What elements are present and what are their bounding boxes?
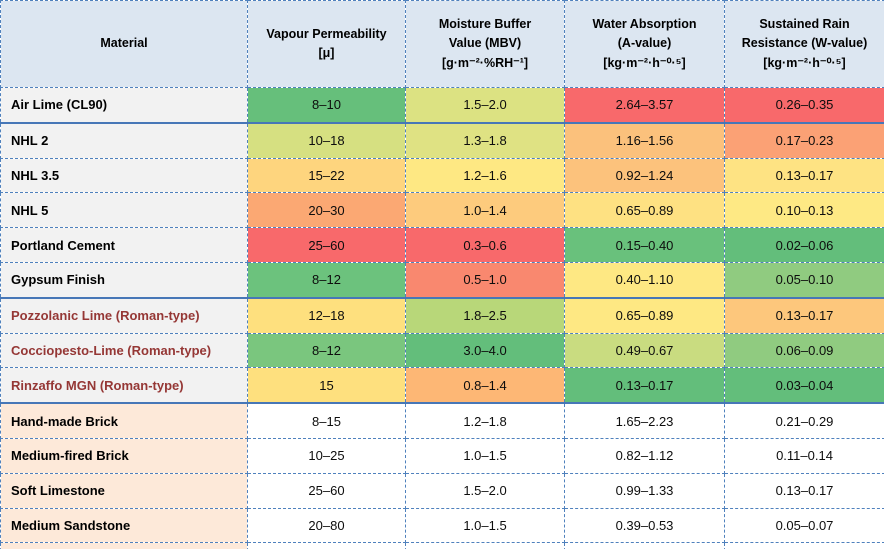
value-cell: 1.0–1.5: [405, 437, 565, 474]
value-cell: 1.16–1.56: [564, 122, 725, 159]
value-cell: 0.13–0.17: [564, 367, 725, 405]
material-cell: Pozzolanic Lime (Roman-type): [0, 297, 248, 334]
value-cell: 0.05–0.07: [724, 507, 884, 544]
value-cell: 25–60: [247, 227, 406, 263]
material-cell: Cocciopesto-Lime (Roman-type): [0, 332, 248, 369]
value-cell: 0.15–0.40: [564, 227, 725, 263]
value-cell: 0.03–0.04: [724, 542, 884, 549]
material-cell: Medium-fired Brick: [0, 437, 248, 474]
value-cell: 25–60: [247, 472, 406, 509]
column-header-moisture-buffer-value: Moisture Buffer Value (MBV) [g·m⁻²·%RH⁻¹…: [405, 0, 565, 88]
material-cell: Soft Limestone: [0, 472, 248, 509]
value-cell: 0.65–0.89: [564, 297, 725, 334]
value-cell: 1.0–1.4: [405, 192, 565, 229]
value-cell: 2.64–3.57: [564, 86, 725, 124]
table-header: Material Vapour Permeability [μ] Moisture …: [0, 0, 884, 88]
material-cell: NHL 5: [0, 192, 248, 229]
table-row: Soft Limestone 25–60 1.5–2.0 0.99–1.33 0.13–…: [0, 472, 884, 509]
value-cell: 1.8–2.5: [405, 297, 565, 334]
material-cell: Gypsum Finish: [0, 261, 248, 299]
table-body: Air Lime (CL90) 8–10 1.5–2.0 2.64–3.57 0.26–…: [0, 86, 884, 549]
column-header-vapour-permeability: Vapour Permeability [μ]: [247, 0, 406, 88]
value-cell: 8–12: [247, 332, 406, 369]
column-header-sustained-rain-resistance: Sustained Rain Resistance (W-value) [kg·…: [724, 0, 884, 88]
value-cell: 1.2–1.8: [405, 402, 565, 439]
value-cell: 1.3–1.8: [405, 122, 565, 159]
value-cell: 0.05–0.10: [724, 261, 884, 299]
table-row: NHL 5 20–30 1.0–1.4 0.65–0.89 0.10–0.13: [0, 192, 884, 229]
material-cell: Rinzaffo MGN (Roman-type): [0, 367, 248, 405]
material-cell: Portland Cement: [0, 227, 248, 263]
material-cell: Hand-made Brick: [0, 402, 248, 439]
table-row: Gypsum Finish 8–12 0.5–1.0 0.40–1.10 0.05–0.…: [0, 261, 884, 299]
value-cell: 0.49–0.67: [564, 332, 725, 369]
material-cell: NHL 2: [0, 122, 248, 159]
value-cell: 0.82–1.12: [564, 437, 725, 474]
value-cell: 10–18: [247, 122, 406, 159]
column-header-material: Material: [0, 0, 248, 88]
value-cell: 0.13–0.17: [724, 297, 884, 334]
value-cell: 20–30: [247, 192, 406, 229]
value-cell: 0.65–0.89: [564, 192, 725, 229]
value-cell: 0.26–0.35: [724, 86, 884, 124]
value-cell: 0.99–1.33: [564, 472, 725, 509]
value-cell: 0.02–0.06: [724, 227, 884, 263]
column-header-water-absorption: Water Absorption (A-value) [kg·m⁻²·h⁻⁰·⁵…: [564, 0, 725, 88]
value-cell: 0.11–0.14: [724, 437, 884, 474]
table-row: Medium-fired Brick 10–25 1.0–1.5 0.82–1.12 0…: [0, 437, 884, 474]
value-cell: 0.8–1.4: [405, 367, 565, 405]
value-cell: 12–18: [247, 297, 406, 334]
value-cell: 0.3–0.8: [405, 542, 565, 549]
value-cell: 0.39–0.53: [564, 507, 725, 544]
value-cell: 1.65–2.23: [564, 402, 725, 439]
value-cell: 0.5–1.0: [405, 261, 565, 299]
value-cell: 0.3–0.6: [405, 227, 565, 263]
value-cell: 0.92–1.24: [564, 157, 725, 194]
value-cell: 1.5–2.0: [405, 86, 565, 124]
value-cell: 0.21–0.29: [724, 402, 884, 439]
table-row: Air Lime (CL90) 8–10 1.5–2.0 2.64–3.57 0.26–…: [0, 86, 884, 124]
value-cell: 0.10–0.13: [724, 192, 884, 229]
material-cell: Medium Sandstone: [0, 507, 248, 544]
header-row: Material Vapour Permeability [μ] Moisture …: [0, 0, 884, 88]
value-cell: 0.13–0.17: [724, 157, 884, 194]
table-row: Pozzolanic Lime (Roman-type) 12–18 1.8–2.5…: [0, 297, 884, 334]
value-cell: 10–25: [247, 437, 406, 474]
value-cell: 8–12: [247, 261, 406, 299]
value-cell: 0.03–0.04: [724, 367, 884, 405]
table-row: NHL 2 10–18 1.3–1.8 1.16–1.56 0.17–0.23: [0, 122, 884, 159]
value-cell: 8–15: [247, 402, 406, 439]
value-cell: 15–22: [247, 157, 406, 194]
value-cell: 0.06–0.09: [724, 332, 884, 369]
value-cell: 20–80: [247, 507, 406, 544]
value-cell: 8–10: [247, 86, 406, 124]
value-cell: 15: [247, 367, 406, 405]
value-cell: 0.20–0.26: [564, 542, 725, 549]
value-cell: 100–250: [247, 542, 406, 549]
table-row: Portland Cement 25–60 0.3–0.6 0.15–0.40 0.02…: [0, 227, 884, 263]
material-cell: Hard Stone / Granite: [0, 542, 248, 549]
table-row: Hand-made Brick 8–15 1.2–1.8 1.65–2.23 0.21–…: [0, 402, 884, 439]
value-cell: 1.2–1.6: [405, 157, 565, 194]
value-cell: 3.0–4.0: [405, 332, 565, 369]
material-cell: Air Lime (CL90): [0, 86, 248, 124]
value-cell: 1.0–1.5: [405, 507, 565, 544]
table-row: Hard Stone / Granite100–2500.3–0.80.20–0…: [0, 542, 884, 549]
table-row: Cocciopesto-Lime (Roman-type) 8–12 3.0–4.0…: [0, 332, 884, 369]
value-cell: 0.17–0.23: [724, 122, 884, 159]
value-cell: 0.13–0.17: [724, 472, 884, 509]
table-row: Medium Sandstone 20–80 1.0–1.5 0.39–0.53 0.0…: [0, 507, 884, 544]
table-row: Rinzaffo MGN (Roman-type) 15 0.8–1.4 0.13–0…: [0, 367, 884, 405]
table-row: NHL 3.5 15–22 1.2–1.6 0.92–1.24 0.13–0.17: [0, 157, 884, 194]
value-cell: 0.40–1.10: [564, 261, 725, 299]
value-cell: 1.5–2.0: [405, 472, 565, 509]
material-cell: NHL 3.5: [0, 157, 248, 194]
